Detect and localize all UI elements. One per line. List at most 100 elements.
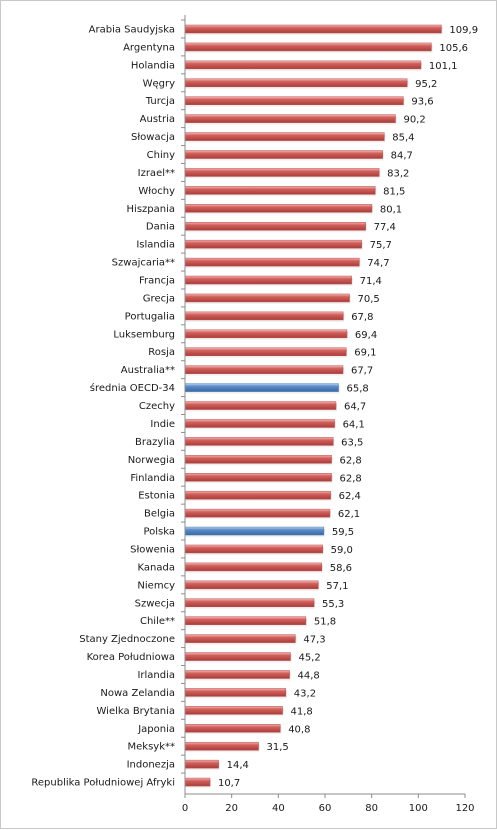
bar — [184, 580, 319, 590]
bar — [184, 741, 259, 751]
data-label: 62,4 — [339, 491, 361, 502]
data-label: 45,2 — [298, 653, 320, 664]
data-label: 64,1 — [343, 419, 365, 430]
category-label: Chiny — [147, 150, 175, 161]
x-tick-label: 40 — [272, 803, 285, 814]
bar — [184, 688, 287, 697]
data-label: 41,8 — [291, 706, 313, 717]
category-label: Szwajcaria** — [112, 258, 175, 269]
bar — [184, 275, 352, 285]
data-label: 77,4 — [374, 222, 396, 233]
bar — [184, 132, 385, 141]
bar — [184, 562, 322, 572]
bar-highlighted — [184, 383, 339, 392]
data-label: 64,7 — [344, 402, 366, 413]
category-labels: Arabia Saudyjska Argentyna Holandia Węgry Tu… — [31, 25, 175, 789]
bar — [184, 455, 332, 464]
data-label: 31,5 — [267, 742, 289, 753]
bar — [184, 670, 290, 679]
bar — [184, 78, 408, 88]
category-label: Belgia — [144, 509, 175, 520]
category-label: Norwegia — [128, 455, 175, 466]
category-label: Słowacja — [131, 132, 175, 143]
data-label: 85,4 — [392, 133, 414, 144]
data-label: 95,2 — [415, 79, 437, 90]
bar — [184, 490, 331, 500]
bar — [184, 598, 315, 608]
category-label: Włochy — [138, 186, 175, 197]
data-label: 74,7 — [367, 258, 389, 269]
data-label: 105,6 — [439, 43, 468, 54]
data-label: 51,8 — [314, 617, 336, 628]
bar — [184, 42, 432, 52]
data-label: 70,5 — [358, 294, 380, 305]
category-label: Nowa Zelandia — [100, 688, 175, 699]
bar — [184, 204, 373, 213]
bar — [184, 239, 362, 249]
category-label: Izrael** — [138, 168, 175, 179]
bar — [184, 544, 323, 554]
data-label: 65,8 — [347, 384, 369, 395]
data-label: 59,5 — [332, 527, 354, 538]
category-label: Australia** — [121, 365, 175, 376]
bar — [184, 437, 334, 446]
category-label: Czechy — [139, 401, 175, 412]
bar — [184, 419, 335, 428]
bars-layer — [184, 24, 443, 789]
category-label: Meksyk** — [128, 742, 176, 753]
data-label: 58,6 — [330, 563, 352, 574]
category-label: Japonia — [137, 724, 175, 735]
category-label: Holandia — [131, 60, 175, 71]
data-label: 59,0 — [331, 545, 353, 556]
data-label: 63,5 — [341, 437, 363, 448]
bar — [184, 365, 344, 374]
category-label: Szwecja — [135, 598, 175, 609]
bar — [184, 508, 331, 518]
data-label: 80,1 — [380, 204, 402, 215]
category-label: Arabia Saudyjska — [89, 25, 175, 36]
bar — [184, 221, 366, 231]
data-label: 57,1 — [326, 581, 348, 592]
data-label: 69,4 — [355, 330, 377, 341]
category-label: Finlandia — [130, 473, 175, 484]
data-label: 44,8 — [298, 670, 320, 681]
data-label: 109,9 — [449, 25, 478, 36]
category-label: Grecja — [143, 293, 175, 304]
data-label: 69,1 — [354, 348, 376, 359]
data-label: 10,7 — [218, 778, 240, 789]
category-label: Kanada — [138, 562, 175, 573]
bar — [184, 150, 383, 159]
category-label: Austria — [140, 114, 175, 125]
category-label: Dania — [146, 222, 175, 233]
category-label: Niemcy — [137, 580, 175, 591]
bar — [184, 329, 348, 339]
x-tick-label: 80 — [365, 803, 378, 814]
data-label: 101,1 — [429, 61, 458, 72]
category-label: Węgry — [143, 78, 175, 89]
bar — [184, 706, 283, 715]
bar — [184, 114, 396, 123]
bar — [184, 311, 344, 321]
category-label: Chile** — [140, 616, 175, 627]
bar — [184, 60, 422, 70]
category-label: Portugalia — [125, 311, 175, 322]
category-label: Argentyna — [123, 42, 175, 53]
bar — [184, 634, 296, 643]
category-label: Francja — [139, 276, 175, 287]
bar — [184, 473, 332, 482]
bar — [184, 257, 360, 267]
data-label: 40,8 — [288, 724, 310, 735]
data-label: 55,3 — [322, 599, 344, 610]
category-label: Indie — [150, 419, 175, 430]
data-label: 81,5 — [383, 186, 405, 197]
category-label: Republika Południowej Afryki — [31, 778, 175, 789]
category-label: Rosja — [148, 347, 175, 358]
data-label: 14,4 — [227, 760, 249, 771]
category-label: Islandia — [136, 240, 175, 251]
bar — [184, 759, 219, 769]
bar — [184, 347, 347, 356]
x-axis: 0 20 40 60 80 100 120 — [181, 15, 475, 814]
category-label: Brazylia — [135, 437, 175, 448]
